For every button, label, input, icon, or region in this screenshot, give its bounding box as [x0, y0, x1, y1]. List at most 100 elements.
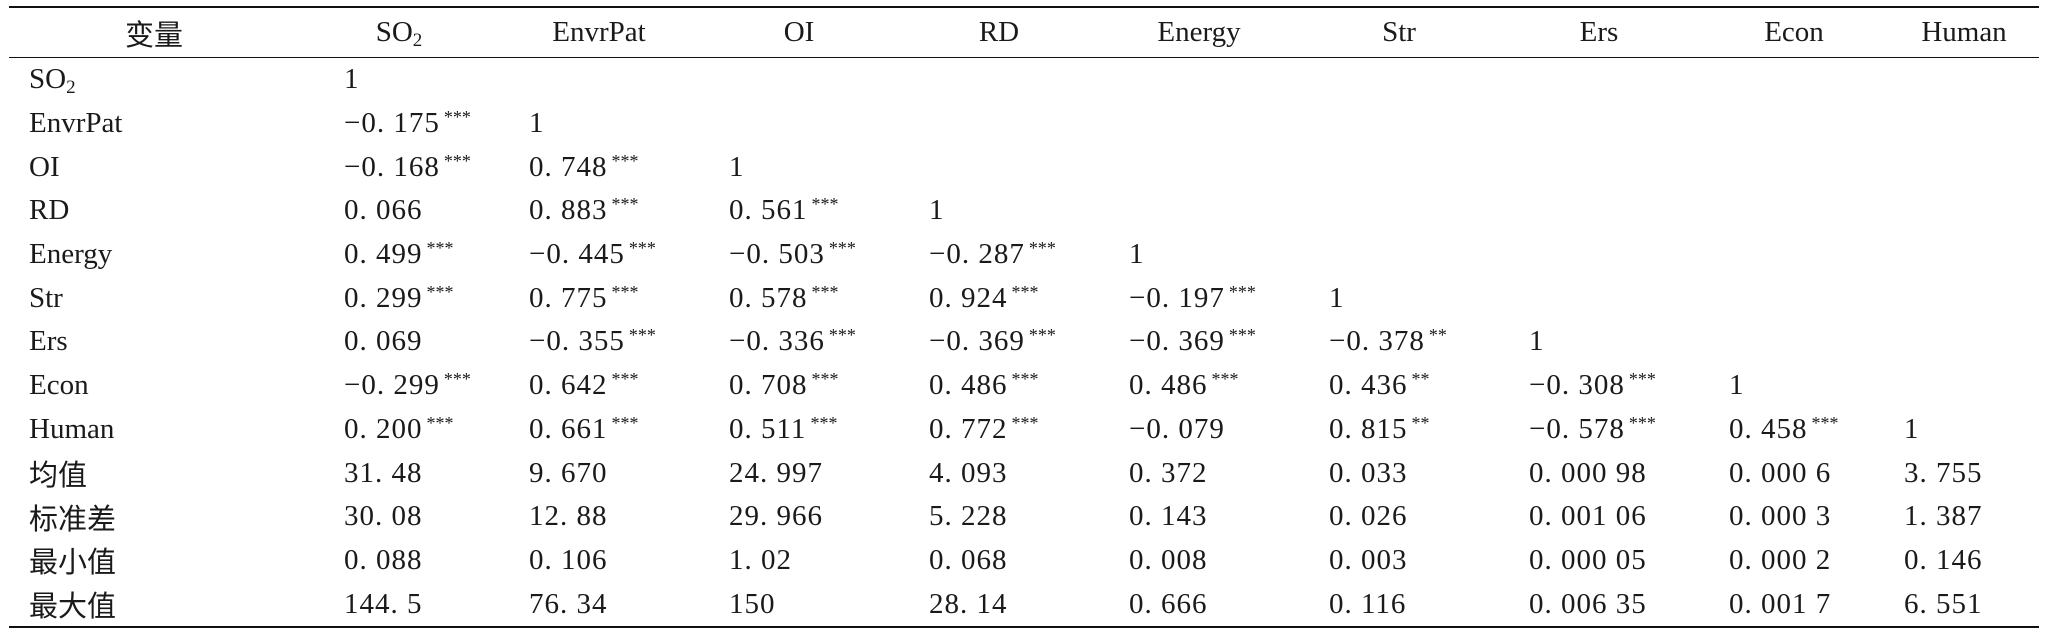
row-label-text: 最大值: [29, 591, 117, 624]
cell-value: 0. 511: [729, 412, 807, 445]
cell-value: 4. 093: [929, 456, 1008, 489]
table-cell: 0. 068: [899, 539, 1099, 583]
header-so2-text: SO: [375, 16, 413, 48]
table-cell: [1699, 145, 1889, 189]
cell-value: 0. 026: [1329, 500, 1408, 533]
table-cell: 1. 387: [1889, 495, 2039, 539]
table-cell: 0. 000 05: [1499, 539, 1699, 583]
cell-value: 1: [344, 63, 360, 96]
header-econ: Econ: [1764, 16, 1824, 48]
row-label: SO2: [9, 58, 299, 102]
cell-value: −0. 168: [344, 150, 440, 183]
header-envrpat: EnvrPat: [552, 16, 646, 48]
table-cell: 0. 003: [1299, 539, 1499, 583]
cell-value: 24. 997: [729, 456, 823, 489]
row-label-text: Str: [29, 281, 63, 314]
cell-value: 0. 708: [729, 369, 808, 402]
cell-value: 1: [529, 107, 545, 140]
table-cell: 0. 708 ***: [699, 364, 899, 408]
table-cell: 30. 08: [299, 495, 499, 539]
table-cell: [1499, 58, 1699, 102]
significance-stars: ***: [811, 281, 839, 302]
table-cell: [1889, 320, 2039, 364]
table-cell: 31. 48: [299, 451, 499, 495]
cell-value: 0. 001 7: [1729, 587, 1832, 620]
row-label: RD: [9, 189, 299, 233]
cell-value: −0. 079: [1129, 412, 1225, 445]
table-cell: [1699, 189, 1889, 233]
table-cell: 0. 116: [1299, 582, 1499, 627]
table-row: 均值 31. 48 9. 670 24. 997 4. 093 0. 372 0. 033 0…: [9, 451, 2039, 495]
table-row: Econ −0. 299 *** 0. 642 *** 0. 708 *** 0. 486 **…: [9, 364, 2039, 408]
row-label-text: EnvrPat: [29, 107, 123, 140]
table-row: SO2 1: [9, 58, 2039, 102]
cell-value: 30. 08: [344, 500, 423, 533]
table-cell: 144. 5: [299, 582, 499, 627]
table-cell: 0. 642 ***: [499, 364, 699, 408]
table-cell: −0. 287 ***: [899, 233, 1099, 277]
header-energy: Energy: [1157, 16, 1241, 48]
table-cell: [1499, 276, 1699, 320]
table-cell: 0. 200 ***: [299, 408, 499, 452]
significance-stars: ***: [628, 325, 656, 346]
table-cell: 0. 666: [1099, 582, 1299, 627]
table-cell: 0. 146: [1889, 539, 2039, 583]
table-cell: [1299, 189, 1499, 233]
table-cell: 0. 000 3: [1699, 495, 1889, 539]
row-label-text: Econ: [29, 369, 89, 402]
table-cell: −0. 336 ***: [699, 320, 899, 364]
cell-value: 6. 551: [1904, 587, 1983, 620]
table-cell: −0. 175 ***: [299, 102, 499, 146]
table-body: SO2 1 EnvrPat −0. 175 *** 1 OI −0. 168 *** 0. 748…: [9, 58, 2039, 627]
header-human: Human: [1921, 16, 2007, 48]
table-cell: 0. 066: [299, 189, 499, 233]
table-cell: 0. 088: [299, 539, 499, 583]
table-cell: 0. 883 ***: [499, 189, 699, 233]
table-cell: [899, 102, 1099, 146]
significance-stars: ***: [811, 369, 839, 390]
cell-value: 0. 883: [529, 194, 608, 227]
row-label: Str: [9, 276, 299, 320]
significance-stars: ***: [443, 150, 471, 171]
cell-value: 0. 200: [344, 412, 423, 445]
cell-value: 3. 755: [1904, 456, 1983, 489]
table-cell: −0. 197 ***: [1099, 276, 1299, 320]
table-cell: [1299, 58, 1499, 102]
cell-value: 0. 033: [1329, 456, 1408, 489]
table-cell: −0. 369 ***: [899, 320, 1099, 364]
table-cell: [1099, 58, 1299, 102]
table-cell: 0. 436 **: [1299, 364, 1499, 408]
significance-stars: ***: [611, 369, 639, 390]
cell-value: 0. 146: [1904, 543, 1983, 576]
cell-value: 1: [1729, 369, 1745, 402]
table-cell: [1889, 145, 2039, 189]
table-cell: 24. 997: [699, 451, 899, 495]
table-cell: 0. 143: [1099, 495, 1299, 539]
table-cell: 0. 299 ***: [299, 276, 499, 320]
table-cell: −0. 378 **: [1299, 320, 1499, 364]
cell-value: 0. 436: [1329, 369, 1408, 402]
table-cell: [699, 102, 899, 146]
header-row: 变量 SO2 EnvrPat OI RD Energy Str Ers Econ…: [9, 7, 2039, 58]
table-row: EnvrPat −0. 175 *** 1: [9, 102, 2039, 146]
table-cell: 1: [299, 58, 499, 102]
cell-value: 1. 387: [1904, 500, 1983, 533]
cell-value: 0. 006 35: [1529, 587, 1647, 620]
cell-value: −0. 369: [929, 325, 1025, 358]
table-row: OI −0. 168 *** 0. 748 *** 1: [9, 145, 2039, 189]
table-cell: 1: [1299, 276, 1499, 320]
cell-value: −0. 197: [1129, 281, 1225, 314]
cell-value: 0. 068: [929, 543, 1008, 576]
significance-stars: ***: [1628, 412, 1656, 433]
table-cell: 1: [1099, 233, 1299, 277]
table-cell: 0. 372: [1099, 451, 1299, 495]
row-label: 标准差: [9, 495, 299, 539]
table-cell: 28. 14: [899, 582, 1099, 627]
significance-stars: ***: [1628, 369, 1656, 390]
table-cell: 0. 486 ***: [899, 364, 1099, 408]
cell-value: 28. 14: [929, 587, 1008, 620]
significance-stars: ***: [1811, 412, 1839, 433]
cell-value: 0. 001 06: [1529, 500, 1647, 533]
significance-stars: ***: [611, 281, 639, 302]
cell-value: 0. 000 05: [1529, 543, 1647, 576]
